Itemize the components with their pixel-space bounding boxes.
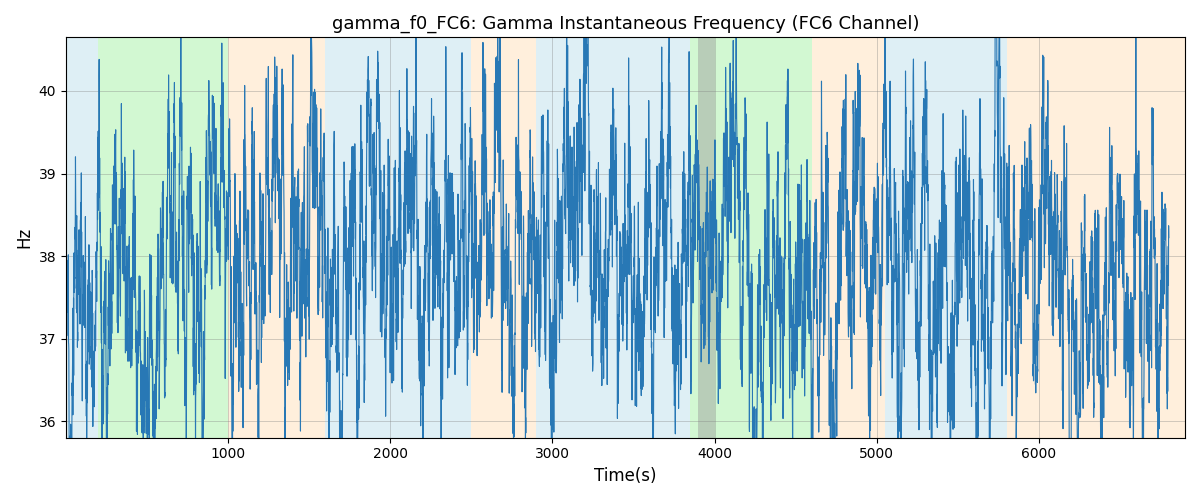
Bar	[1007, 38, 1186, 438]
Title: gamma_f0_FC6: Gamma Instantaneous Frequency (FC6 Channel): gamma_f0_FC6: Gamma Instantaneous Freque…	[331, 15, 919, 34]
Bar	[98, 38, 228, 438]
Bar	[472, 38, 536, 438]
Bar	[228, 38, 325, 438]
Bar	[698, 38, 715, 438]
Bar	[884, 38, 1007, 438]
Y-axis label: Hz: Hz	[16, 227, 34, 248]
Bar	[66, 38, 98, 438]
X-axis label: Time(s): Time(s)	[594, 467, 656, 485]
Bar	[812, 38, 884, 438]
Bar	[690, 38, 812, 438]
Bar	[325, 38, 472, 438]
Bar	[536, 38, 690, 438]
